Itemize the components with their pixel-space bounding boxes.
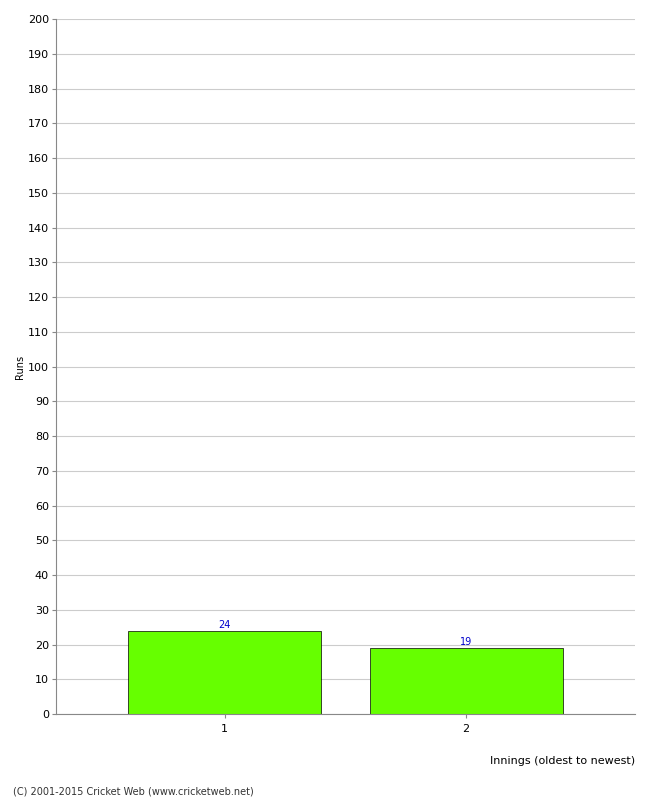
Text: Innings (oldest to newest): Innings (oldest to newest) xyxy=(490,756,635,766)
Text: (C) 2001-2015 Cricket Web (www.cricketweb.net): (C) 2001-2015 Cricket Web (www.cricketwe… xyxy=(13,786,254,796)
Y-axis label: Runs: Runs xyxy=(15,354,25,378)
Text: 19: 19 xyxy=(460,637,472,647)
Bar xyxy=(128,630,321,714)
Text: 24: 24 xyxy=(218,619,231,630)
Bar xyxy=(370,648,563,714)
